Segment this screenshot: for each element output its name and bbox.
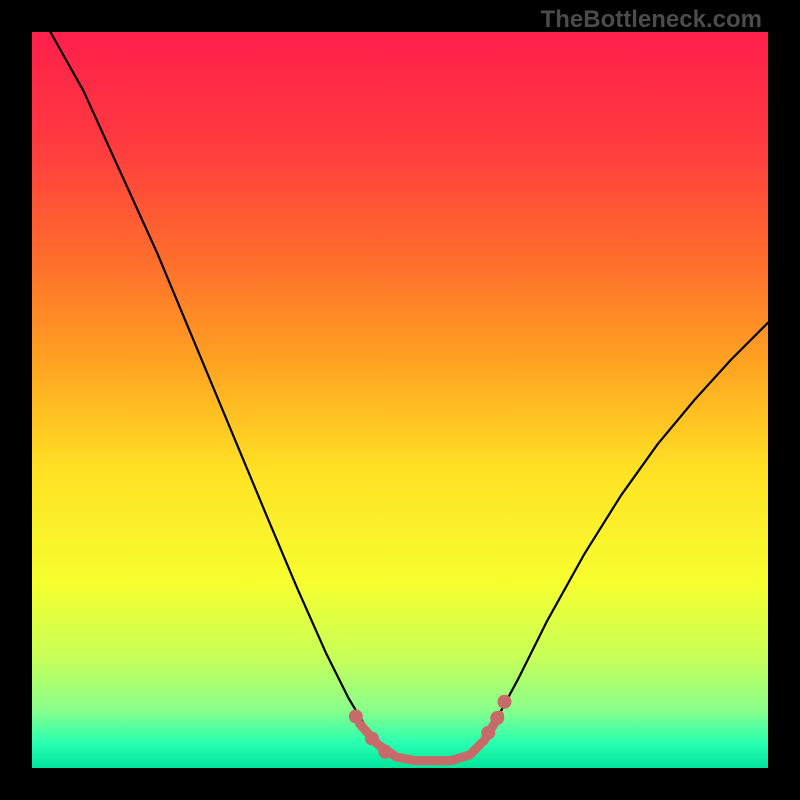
chart-container: TheBottleneck.com [0, 0, 800, 800]
chart-svg [32, 32, 768, 768]
overlay-marker [365, 732, 379, 746]
overlay-marker [349, 710, 363, 724]
main-curve [50, 32, 768, 761]
overlay-marker [378, 745, 392, 759]
plot-area [32, 32, 768, 768]
overlay-marker [490, 711, 504, 725]
overlay-marker [481, 726, 495, 740]
overlay-marker [498, 695, 512, 709]
watermark-text: TheBottleneck.com [541, 6, 762, 34]
